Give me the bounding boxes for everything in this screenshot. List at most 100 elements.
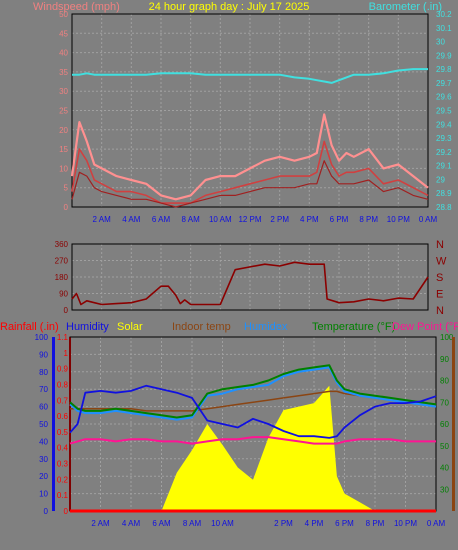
temperature-line	[69, 364, 437, 419]
climate-x-tick-label: 10 PM	[394, 519, 417, 528]
barometer-tick-label: 29.8	[436, 65, 452, 74]
legend-solar: Solar	[117, 321, 143, 333]
wind-tick-label: 25	[59, 107, 68, 116]
climate-x-tick-label: 2 PM	[274, 519, 293, 528]
humidity-line	[69, 384, 437, 439]
wind-average-line	[71, 160, 429, 208]
barometer-tick-label: 29.3	[436, 134, 452, 143]
humidity-tick-label: 80	[39, 368, 48, 377]
wind-x-tick-label: 4 PM	[300, 215, 319, 224]
wind-tick-label: 10	[59, 164, 68, 173]
barometer-tick-label: 29.1	[436, 162, 452, 171]
temperature-tick-label: 60	[440, 420, 449, 429]
climate-x-tick-label: 0 AM	[427, 519, 446, 528]
legend-humidity: Humidity	[66, 321, 109, 333]
barometer-tick-label: 29.5	[436, 107, 452, 116]
legend-indoor-temp: Indoor temp	[172, 321, 231, 333]
climate-x-tick-label: 6 AM	[152, 519, 171, 528]
wind-tick-label: 20	[59, 126, 68, 135]
rain-tick-label: 0.2	[57, 475, 69, 484]
legend-temperature: Temperature (°F)	[312, 321, 395, 333]
barometer-tick-label: 29.9	[436, 51, 452, 60]
humidity-tick-label: 0	[44, 507, 49, 516]
wind-direction-line	[71, 261, 429, 306]
climate-x-tick-label: 4 AM	[122, 519, 141, 528]
compass-label: N	[436, 239, 444, 251]
wind-x-tick-label: 6 AM	[152, 215, 171, 224]
temperature-humidity-solar-plot: 0 10 20 30 40 50 60 70 80 90 100 0 0.1 0.2 0.3 0.4 0.5 0.…	[35, 333, 455, 528]
rain-tick-label: 0.6	[57, 412, 69, 421]
humidity-tick-label: 30	[39, 455, 48, 464]
humidity-tick-label: 70	[39, 385, 48, 394]
wind-gust-line	[70, 113, 429, 201]
compass-label: S	[436, 272, 443, 284]
rain-tick-label: 0.5	[57, 428, 69, 437]
wind-tick-label: 35	[59, 68, 68, 77]
compass-label: E	[436, 289, 443, 301]
wind-x-tick-label: 6 PM	[330, 215, 349, 224]
rain-tick-label: 0.8	[57, 380, 69, 389]
legend-humidex: Humidex	[244, 321, 288, 333]
barometer-tick-label: 29.7	[436, 79, 452, 88]
legend-rainfall: Rainfall (.in)	[0, 321, 59, 333]
climate-x-tick-label: 10 AM	[211, 519, 234, 528]
humidity-tick-label: 90	[39, 350, 48, 359]
barometer-tick-label: 28.9	[436, 189, 452, 198]
wind-x-tick-label: 2 PM	[270, 215, 289, 224]
climate-x-tick-label: 2 AM	[91, 519, 110, 528]
wind-tick-label: 50	[59, 10, 68, 19]
barometer-tick-label: 29.4	[436, 120, 452, 129]
solar-area	[70, 385, 436, 511]
temperature-tick-label: 70	[440, 398, 449, 407]
humidity-tick-label: 50	[39, 420, 48, 429]
rain-tick-label: 0.9	[57, 365, 69, 374]
humidity-tick-label: 60	[39, 403, 48, 412]
barometer-tick-label: 30	[436, 38, 445, 47]
wind-tick-label: 40	[59, 49, 68, 58]
wind-x-tick-label: 8 AM	[182, 215, 201, 224]
barometer-tick-label: 29	[436, 175, 445, 184]
humidity-axis-bar	[52, 337, 55, 511]
wind-tick-label: 45	[59, 29, 68, 38]
barometer-axis-label: Barometer (.in)	[369, 1, 442, 13]
wind-tick-label: 0	[64, 203, 69, 212]
direction-tick-label: 0	[64, 306, 69, 315]
temperature-tick-label: 100	[440, 333, 454, 342]
rain-tick-label: 0.1	[57, 491, 69, 500]
humidity-tick-label: 100	[35, 333, 49, 342]
indoor-temp-axis-bar	[452, 337, 455, 511]
legend-dew-point: Dew Point (°F)	[392, 321, 458, 333]
wind-x-tick-label: 0 AM	[419, 215, 438, 224]
wind-tick-label: 5	[64, 184, 69, 193]
humidity-tick-label: 40	[39, 437, 48, 446]
wind-x-tick-label: 12 PM	[238, 215, 261, 224]
wind-x-tick-label: 4 AM	[122, 215, 141, 224]
humidity-tick-label: 10	[39, 490, 48, 499]
humidity-tick-label: 20	[39, 472, 48, 481]
wind-frame	[71, 13, 429, 208]
climate-x-tick-label: 4 PM	[305, 519, 324, 528]
direction-tick-label: 270	[55, 257, 69, 266]
indoor-temp-line	[70, 390, 437, 412]
barometer-tick-label: 29.2	[436, 148, 452, 157]
wind-x-tick-label: 8 PM	[359, 215, 378, 224]
barometer-tick-label: 30.1	[436, 24, 452, 33]
wind-x-tick-label: 10 PM	[387, 215, 410, 224]
direction-tick-label: 90	[59, 290, 68, 299]
climate-x-tick-label: 8 PM	[366, 519, 385, 528]
compass-label: W	[436, 256, 447, 268]
temperature-tick-label: 40	[440, 464, 449, 473]
wind-x-tick-label: 2 AM	[93, 215, 112, 224]
temperature-tick-label: 90	[440, 355, 449, 364]
wind-tick-label: 30	[59, 87, 68, 96]
temperature-tick-label: 30	[440, 485, 449, 494]
barometer-tick-label: 28.8	[436, 203, 452, 212]
barometer-line	[72, 68, 428, 84]
direction-tick-label: 180	[55, 273, 69, 282]
rain-tick-label: 0.3	[57, 460, 69, 469]
temperature-tick-label: 50	[440, 442, 449, 451]
rain-tick-label: 0.4	[57, 444, 69, 453]
wind-barometer-plot: 0 5 10 15 20 25 30 35 40 45 50 28.8 28.9 29 29.1 29.2 29…	[59, 10, 452, 224]
